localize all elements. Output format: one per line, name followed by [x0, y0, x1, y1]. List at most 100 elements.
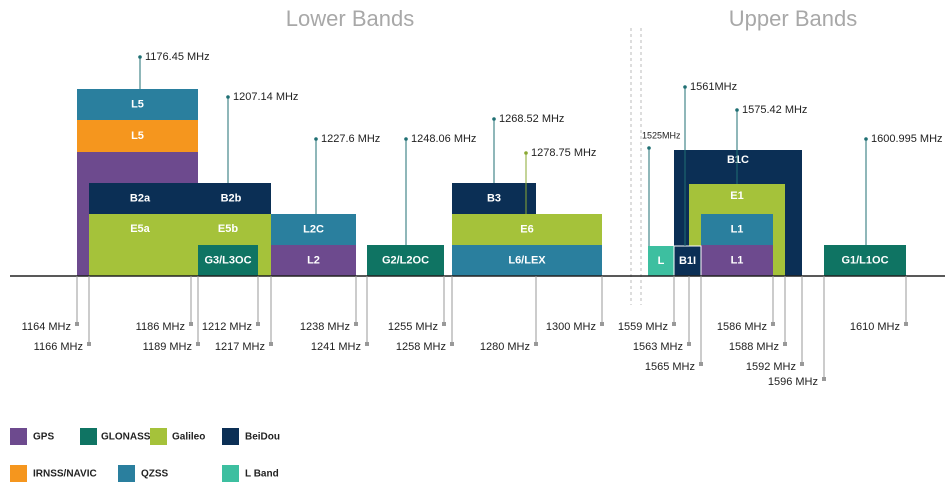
center-label: 1176.45 MHz — [145, 51, 210, 63]
band-block — [701, 214, 773, 245]
edge-label: 1610 MHz — [850, 321, 900, 333]
center-dot — [683, 85, 687, 89]
center-dot — [226, 95, 230, 99]
center-dot — [404, 137, 408, 141]
band-block — [89, 214, 191, 276]
band-label: B3 — [487, 192, 501, 204]
edge-marker — [672, 322, 676, 326]
band-label: L — [658, 255, 665, 267]
band-label: E1 — [730, 190, 743, 202]
edge-marker — [783, 342, 787, 346]
band-label: L2 — [307, 254, 320, 266]
band-label: B1C — [727, 154, 749, 166]
edge-marker — [600, 322, 604, 326]
band-block — [198, 245, 258, 276]
edge-label: 1258 MHz — [396, 341, 446, 353]
center-dot — [492, 117, 496, 121]
legend-swatch — [10, 428, 27, 445]
band-label: L1 — [731, 223, 744, 235]
center-label: 1268.52 MHz — [499, 113, 564, 125]
band-label: B2b — [221, 192, 242, 204]
legend-swatch — [150, 428, 167, 445]
edge-label: 1241 MHz — [311, 341, 361, 353]
legend-label: GPS — [33, 432, 54, 443]
edge-label: 1588 MHz — [729, 341, 779, 353]
edge-marker — [75, 322, 79, 326]
center-label: 1278.75 MHz — [531, 147, 596, 159]
center-label: 1600.995 MHz — [871, 133, 943, 145]
center-label: 1227.6 MHz — [321, 133, 380, 145]
edge-label: 1212 MHz — [202, 321, 252, 333]
center-label: 1248.06 MHz — [411, 133, 476, 145]
edge-label: 1166 MHz — [34, 341, 83, 353]
center-dot — [864, 137, 868, 141]
legend-label: BeiDou — [245, 432, 280, 443]
edge-marker — [687, 342, 691, 346]
band-block — [77, 120, 198, 152]
center-dot — [138, 55, 142, 59]
band-label: L2C — [303, 223, 324, 235]
legend-label: IRNSS/NAVIC — [33, 469, 97, 480]
edge-label: 1189 MHz — [143, 341, 192, 353]
edge-marker — [196, 342, 200, 346]
center-dot — [647, 146, 651, 150]
band-block — [452, 183, 536, 214]
edge-label: 1563 MHz — [633, 341, 683, 353]
edge-label: 1565 MHz — [645, 361, 695, 373]
legend-label: L Band — [245, 469, 279, 480]
band-block — [452, 245, 602, 276]
band-block — [271, 245, 356, 276]
section-title: Upper Bands — [729, 6, 857, 31]
edge-marker — [87, 342, 91, 346]
edge-marker — [800, 362, 804, 366]
edge-marker — [534, 342, 538, 346]
band-label: E5b — [218, 223, 238, 235]
center-dot — [735, 108, 739, 112]
edge-label: 1559 MHz — [618, 321, 668, 333]
band-label: E6 — [520, 223, 533, 235]
center-label: 1561MHz — [690, 81, 737, 93]
edge-marker — [771, 322, 775, 326]
band-block — [701, 245, 773, 276]
legend-swatch — [118, 465, 135, 482]
edge-marker — [365, 342, 369, 346]
band-label: G2/L2OC — [382, 254, 429, 266]
edge-label: 1596 MHz — [768, 376, 818, 388]
edge-marker — [450, 342, 454, 346]
legend-swatch — [80, 428, 97, 445]
legend-swatch — [10, 465, 27, 482]
band-block — [648, 246, 674, 276]
band-label: E5a — [130, 223, 150, 235]
band-block — [77, 89, 198, 120]
band-label: L6/LEX — [508, 254, 546, 266]
center-dot — [524, 151, 528, 155]
band-block — [191, 183, 271, 214]
band-label: L1 — [731, 254, 744, 266]
edge-marker — [189, 322, 193, 326]
center-dot — [314, 137, 318, 141]
band-block — [271, 214, 356, 245]
edge-marker — [354, 322, 358, 326]
legend-label: GLONASS — [101, 432, 151, 443]
edge-label: 1280 MHz — [480, 341, 530, 353]
edge-label: 1255 MHz — [388, 321, 438, 333]
band-label: B1I — [679, 255, 696, 267]
edge-marker — [442, 322, 446, 326]
edge-marker — [269, 342, 273, 346]
band-label: G1/L1OC — [841, 254, 888, 266]
legend-label: QZSS — [141, 469, 169, 480]
edge-label: 1164 MHz — [22, 321, 71, 333]
edge-marker — [904, 322, 908, 326]
edge-label: 1592 MHz — [746, 361, 796, 373]
band-label: G3/L3OC — [204, 254, 251, 266]
legend-swatch — [222, 428, 239, 445]
edge-label: 1300 MHz — [546, 321, 596, 333]
section-title: Lower Bands — [286, 6, 414, 31]
center-label: 1575.42 MHz — [742, 104, 807, 116]
edge-marker — [822, 377, 826, 381]
band-block — [89, 183, 191, 214]
edge-label: 1186 MHz — [136, 321, 185, 333]
band-block — [367, 245, 444, 276]
center-label: 1207.14 MHz — [233, 91, 298, 103]
